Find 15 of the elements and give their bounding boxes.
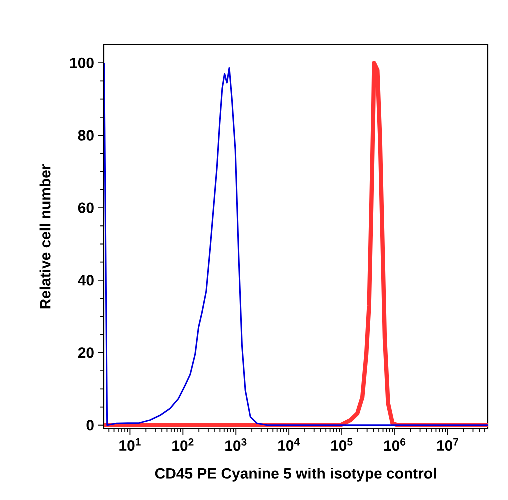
y-tick-label: 80 <box>78 130 94 141</box>
y-tick-label: 20 <box>78 348 94 358</box>
y-tick-label: 40 <box>78 275 94 286</box>
x-tick-label: 10$^{1}$ <box>120 438 141 452</box>
x-tick-label: 10$^{3}$ <box>226 438 247 452</box>
y-tick-label: 100 <box>70 58 94 68</box>
x-tick-label: 10$^{5}$ <box>332 438 353 452</box>
x-axis-title: CD45 PE Cyanine 5 with isotype control <box>155 468 436 482</box>
x-tick-label: 10$^{4}$ <box>278 438 300 452</box>
x-tick-label: 10$^{6}$ <box>384 438 406 452</box>
y-tick-label: 60 <box>78 202 94 214</box>
x-tick-label: 10$^{2}$ <box>172 438 194 452</box>
y-tick-label: 0 <box>86 420 94 431</box>
y-axis-title: Relative cell number <box>40 164 51 309</box>
x-tick-label: 10$^{7}$ <box>437 438 458 452</box>
